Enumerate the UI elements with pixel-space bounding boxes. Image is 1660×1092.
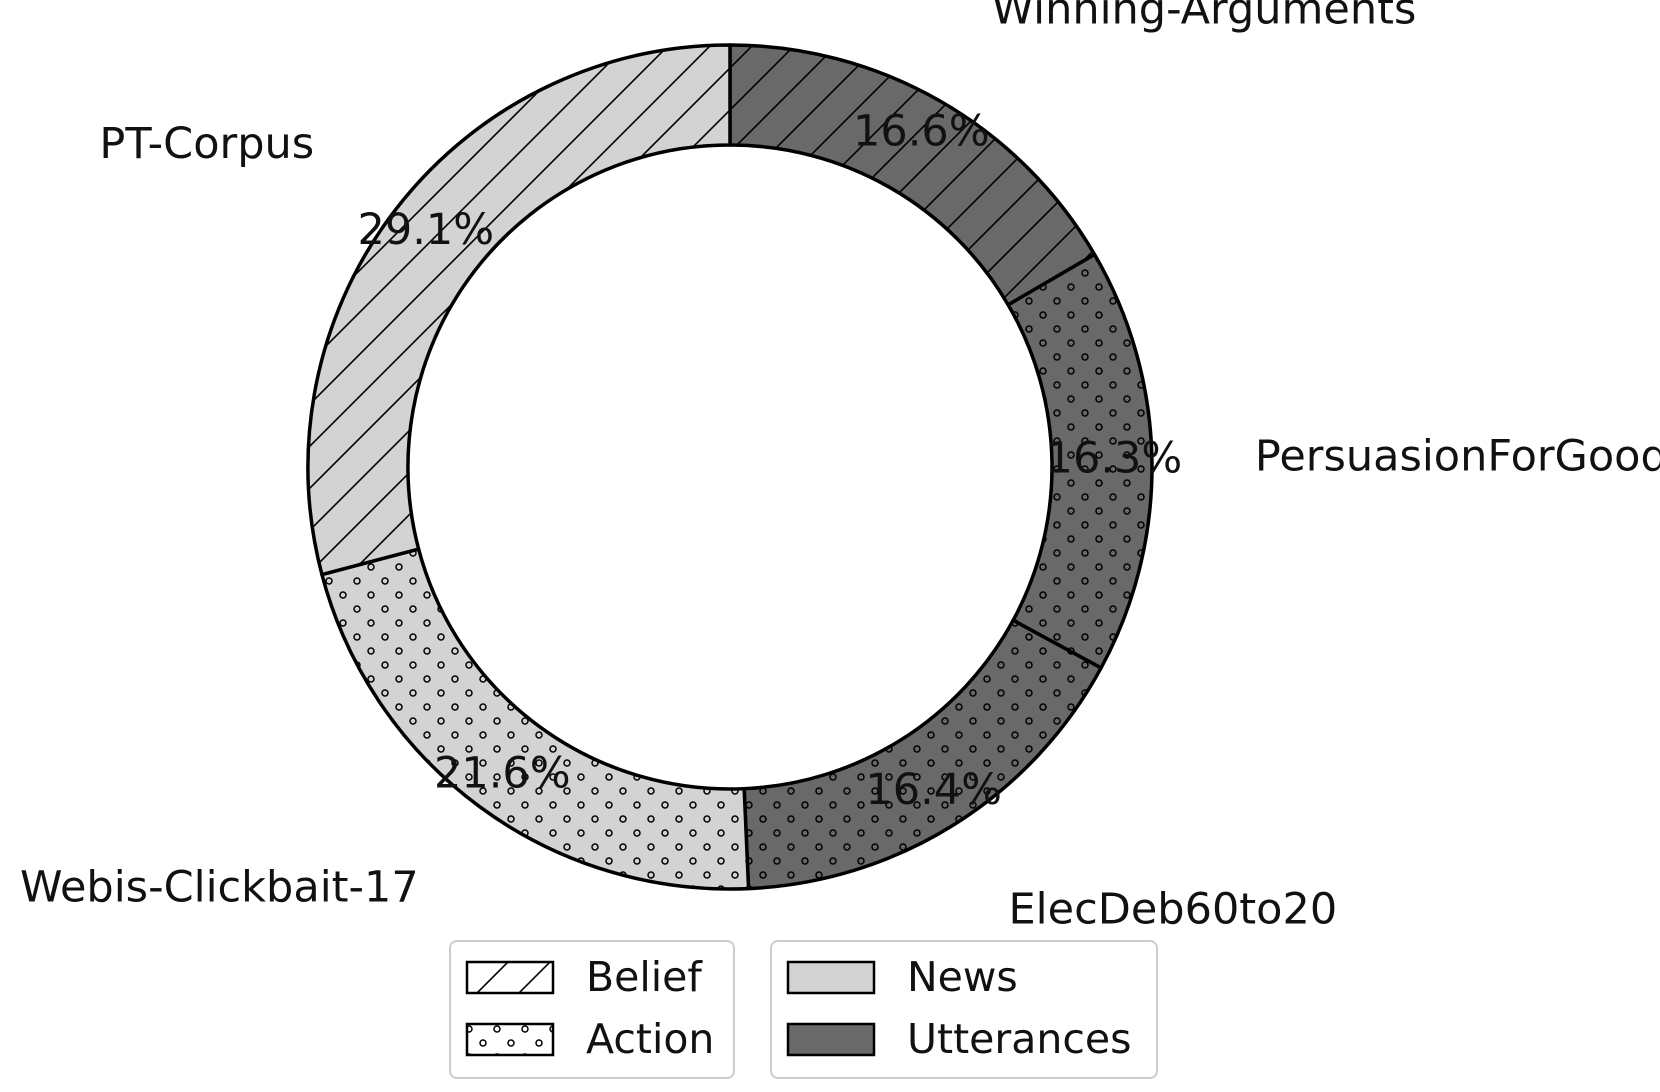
slice-label-persuasionforgood: PersuasionForGood (1255, 431, 1660, 481)
slice-pattern-elecdeb60to20 (742, 618, 1103, 891)
legend-swatch-action (465, 1022, 555, 1057)
slice-pct-pt-corpus: 29.1% (358, 205, 495, 255)
legend-label-action: Action (586, 1015, 714, 1063)
slice-pattern-webis-clickbait-17 (320, 547, 751, 891)
legend-label-utterances: Utterances (907, 1015, 1131, 1063)
slice-pct-elecdeb60to20: 16.4% (865, 765, 1002, 815)
legend-swatch-belief (465, 960, 555, 995)
legend-swatch-news (786, 960, 876, 995)
slice-pct-persuasionforgood: 16.3% (1046, 433, 1183, 483)
pattern-legend: Belief Action (449, 940, 735, 1079)
slice-webis-clickbait-17 (320, 547, 751, 891)
slice-label-winning-arguments: Winning-Arguments (992, 0, 1417, 34)
slice-pct-webis-clickbait-17: 21.6% (434, 749, 571, 799)
slice-persuasionforgood (1006, 252, 1154, 670)
legend-label-news: News (907, 953, 1018, 1001)
slice-pt-corpus (306, 43, 732, 577)
slice-labels: Winning-Arguments PersuasionForGood ElecDe… (20, 0, 1660, 935)
slice-winning-arguments (728, 43, 1097, 307)
donut-slices (306, 43, 1154, 891)
legend-swatch-utterances (786, 1022, 876, 1057)
color-legend: News Utterances (770, 940, 1158, 1079)
slice-elecdeb60to20 (742, 618, 1103, 891)
slice-pattern-winning-arguments (728, 43, 1097, 307)
slice-label-pt-corpus: PT-Corpus (99, 119, 314, 169)
slice-pattern-pt-corpus (306, 43, 732, 577)
percent-labels: 16.6% 16.3% 16.4% 21.6% 29.1% (358, 107, 1183, 815)
slice-label-webis-clickbait-17: Webis-Clickbait-17 (20, 862, 419, 912)
slice-pct-winning-arguments: 16.6% (853, 107, 990, 157)
legend-label-belief: Belief (586, 953, 703, 1001)
slice-label-elecdeb60to20: ElecDeb60to20 (1009, 885, 1338, 935)
